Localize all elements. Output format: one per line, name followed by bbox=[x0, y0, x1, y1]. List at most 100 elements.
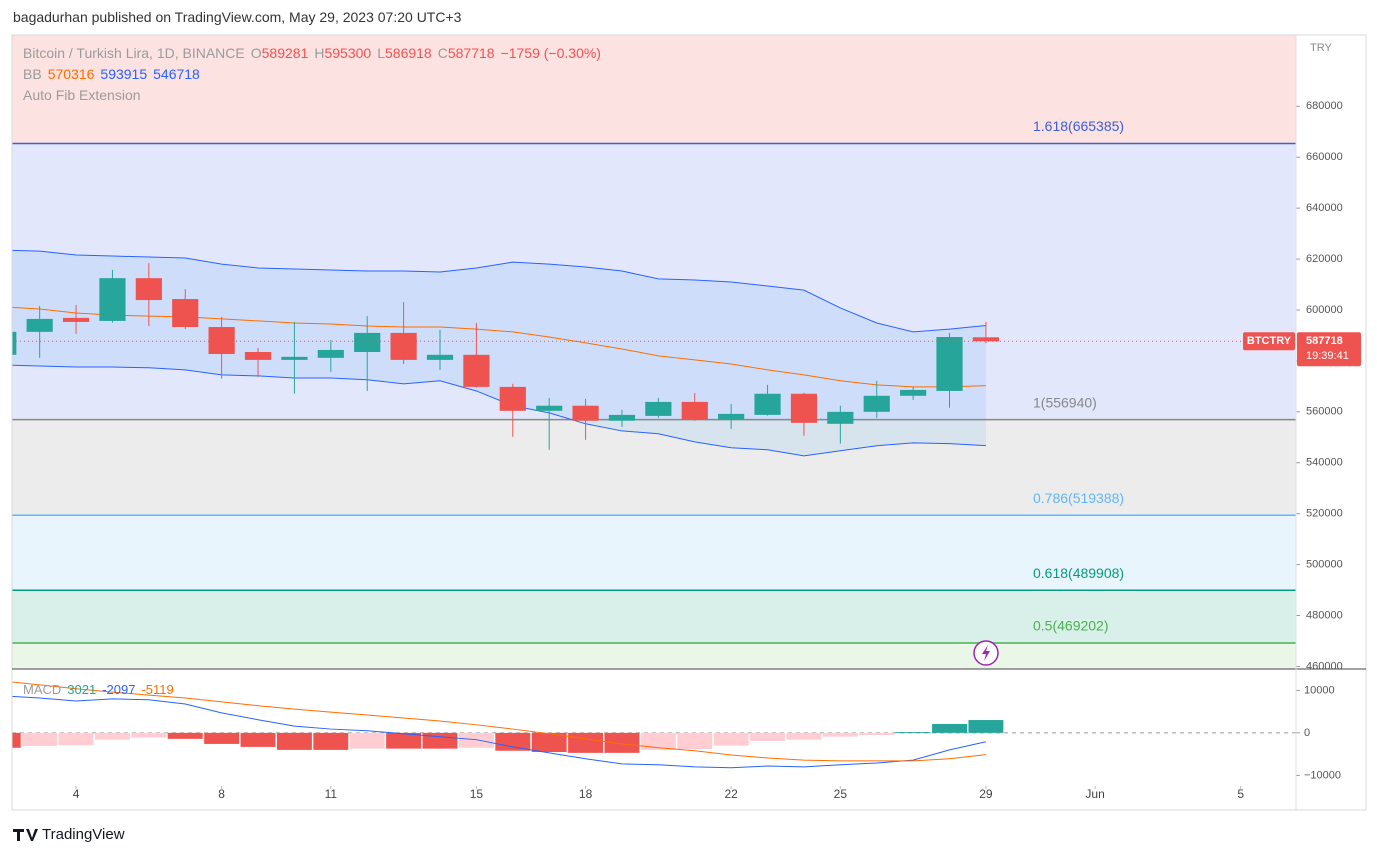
y-tick-label: 600000 bbox=[1306, 304, 1343, 316]
candle-body bbox=[354, 332, 381, 352]
x-tick-label: 29 bbox=[979, 787, 993, 801]
y-tick-label: 540000 bbox=[1306, 457, 1343, 469]
candle-body bbox=[972, 337, 1000, 342]
fib-label: 0.786(519388) bbox=[1033, 490, 1124, 506]
macd-histogram-bar bbox=[422, 732, 458, 749]
macd-histogram-bar bbox=[786, 732, 822, 740]
candle-body bbox=[790, 393, 818, 423]
candle-body bbox=[463, 354, 490, 387]
candle-body bbox=[426, 354, 454, 360]
macd-histogram-bar bbox=[386, 732, 422, 749]
y-tick-label: 480000 bbox=[1306, 609, 1343, 621]
macd-value: -5119 bbox=[141, 682, 174, 697]
macd-histogram-bar bbox=[640, 732, 676, 750]
alert-bolt bbox=[982, 645, 990, 661]
macd-histogram-bar bbox=[240, 732, 276, 747]
x-tick-label: 15 bbox=[470, 787, 484, 801]
macd-name: MACD bbox=[23, 682, 62, 697]
x-tick-label: 18 bbox=[579, 787, 593, 801]
ohlc-value: 595300 bbox=[324, 45, 372, 61]
logo-mark bbox=[13, 829, 38, 841]
macd-histogram-bar bbox=[204, 732, 240, 744]
macd-y-tick-label: −10000 bbox=[1304, 769, 1341, 781]
candle-body bbox=[499, 386, 526, 411]
y-tick-label: 520000 bbox=[1306, 508, 1343, 520]
macd-value: -2097 bbox=[102, 682, 136, 697]
macd-histogram-bar bbox=[276, 732, 312, 750]
macd-line bbox=[12, 695, 987, 769]
x-tick-label: 22 bbox=[724, 787, 738, 801]
ohlc-key: H bbox=[314, 45, 325, 61]
macd-histogram-bar bbox=[968, 720, 1004, 733]
macd-value: 3021 bbox=[67, 682, 97, 697]
bb-name: BB bbox=[23, 66, 42, 82]
candle-body bbox=[281, 356, 308, 360]
x-tick-label: 5 bbox=[1237, 787, 1244, 801]
candle-body bbox=[936, 336, 963, 391]
macd-histogram-bar bbox=[531, 732, 567, 753]
y-tick-label: 660000 bbox=[1306, 151, 1343, 163]
candle-body bbox=[900, 389, 927, 396]
bb-fill bbox=[12, 250, 986, 456]
bb-line bbox=[12, 306, 986, 388]
candle-body bbox=[645, 401, 672, 416]
candle-body bbox=[99, 278, 126, 321]
candle-body bbox=[26, 318, 53, 332]
candle-body bbox=[244, 352, 272, 360]
bb-value: 570316 bbox=[47, 66, 95, 82]
legend-title: Bitcoin / Turkish Lira, 1D, BINANCE bbox=[23, 45, 245, 61]
price-label: 587718 bbox=[1306, 335, 1343, 347]
ohlc-item: H595300 bbox=[314, 45, 371, 61]
fib-zone bbox=[12, 515, 1296, 591]
y-tick-label: 500000 bbox=[1306, 559, 1343, 571]
ohlc-value: 586918 bbox=[385, 45, 432, 61]
macd-y-tick-label: 10000 bbox=[1304, 684, 1335, 696]
bb-line bbox=[12, 249, 986, 333]
macd-y-tick-label: 0 bbox=[1304, 727, 1310, 739]
macd-histogram-bar bbox=[131, 732, 167, 738]
price-legend: Bitcoin / Turkish Lira, 1D, BINANCE O5892… bbox=[23, 45, 601, 61]
candle-body bbox=[863, 395, 890, 412]
fib-zone bbox=[12, 590, 1296, 644]
fib-zone bbox=[12, 143, 1296, 420]
macd-histogram-bar bbox=[313, 732, 349, 750]
ohlc-value: 587718 bbox=[447, 45, 495, 61]
symbol-label: BTCTRY bbox=[1247, 335, 1292, 347]
macd-histogram-bar bbox=[859, 732, 895, 736]
macd-histogram-bar bbox=[677, 732, 713, 750]
y-tick-label: 460000 bbox=[1306, 660, 1343, 672]
bb-line bbox=[12, 364, 986, 457]
x-tick-label: Jun bbox=[1085, 787, 1104, 801]
fib-zone bbox=[12, 35, 1296, 144]
macd-histogram-bar bbox=[750, 732, 786, 741]
macd-line bbox=[12, 681, 986, 762]
candle-body bbox=[62, 317, 90, 322]
candle-body bbox=[208, 327, 235, 355]
candle-body bbox=[718, 413, 745, 420]
candle-body bbox=[135, 278, 162, 301]
macd-histogram-bar bbox=[167, 732, 203, 739]
macd-pane bbox=[12, 681, 1296, 769]
candle-body bbox=[608, 414, 636, 421]
macd-histogram-bar bbox=[495, 732, 531, 751]
fib-legend: Auto Fib Extension bbox=[23, 87, 141, 103]
bb-value: 593915 bbox=[100, 66, 148, 82]
ohlc-item: C587718 bbox=[438, 45, 495, 61]
symbol-badge bbox=[1243, 332, 1295, 351]
macd-histogram-bar bbox=[932, 723, 967, 733]
y-tick-label: 640000 bbox=[1306, 202, 1343, 214]
macd-histogram-bar bbox=[604, 732, 640, 753]
x-tick-label: 4 bbox=[73, 787, 80, 801]
candle-body bbox=[12, 331, 17, 355]
frame bbox=[11, 34, 1367, 811]
fib-label: 0.618(489908) bbox=[1033, 565, 1124, 581]
ohlc-key: L bbox=[377, 45, 385, 61]
macd-histogram-bar bbox=[568, 732, 604, 753]
x-tick-label: 11 bbox=[325, 787, 338, 801]
candle-body bbox=[317, 349, 344, 358]
macd-histogram-bar bbox=[822, 732, 858, 737]
change: −1759 (−0.30%) bbox=[500, 45, 601, 61]
axes: 460000 480000 500000 520000 540000 560000 5 8 0 0… bbox=[73, 42, 1361, 801]
